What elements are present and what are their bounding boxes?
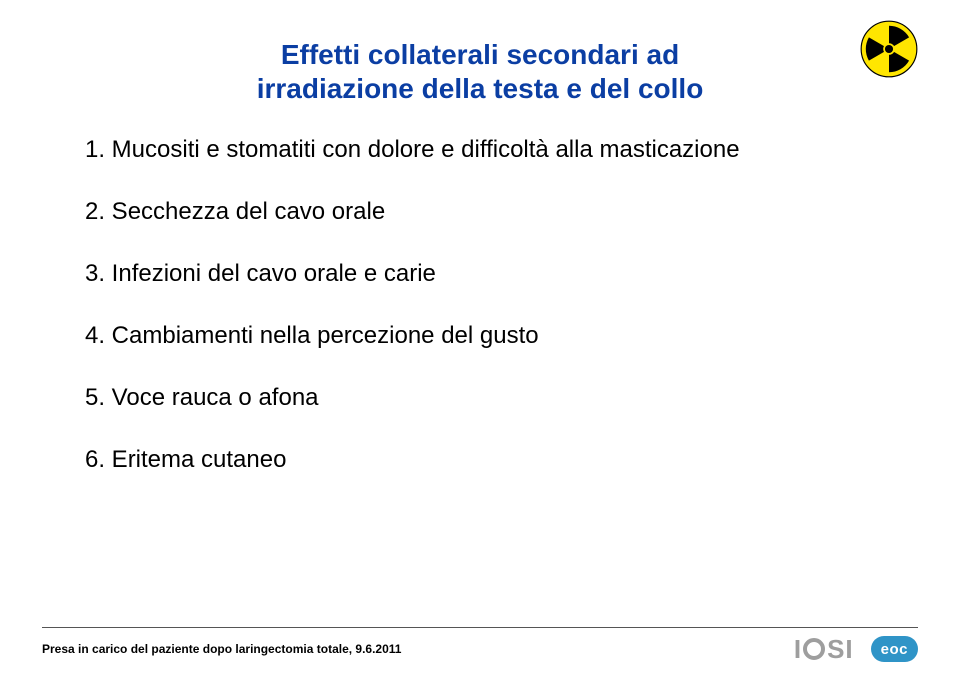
slide: Effetti collaterali secondari ad irradia… — [0, 0, 960, 690]
iosi-logo: I S I — [794, 636, 853, 662]
footer-caption: Presa in carico del paziente dopo laring… — [42, 642, 401, 656]
footer: Presa in carico del paziente dopo laring… — [42, 627, 918, 662]
eoc-logo: eoc — [871, 636, 918, 662]
footer-logos: I S I eoc — [794, 636, 918, 662]
title-line-2: irradiazione della testa e del collo — [160, 72, 800, 106]
list-item: 5. Voce rauca o afona — [85, 383, 885, 413]
list-item: 4. Cambiamenti nella percezione del gust… — [85, 321, 885, 351]
list-item: 3. Infezioni del cavo orale e carie — [85, 259, 885, 289]
effects-list: 1. Mucositi e stomatiti con dolore e dif… — [75, 135, 885, 475]
iosi-ring-icon — [803, 638, 825, 660]
iosi-letter: S — [827, 636, 844, 662]
list-item: 2. Secchezza del cavo orale — [85, 197, 885, 227]
slide-title: Effetti collaterali secondari ad irradia… — [160, 38, 800, 105]
title-line-1: Effetti collaterali secondari ad — [160, 38, 800, 72]
iosi-letter: I — [794, 636, 801, 662]
iosi-letter: I — [845, 636, 852, 662]
radiation-icon — [860, 20, 918, 78]
list-item: 1. Mucositi e stomatiti con dolore e dif… — [85, 135, 885, 165]
list-item: 6. Eritema cutaneo — [85, 445, 885, 475]
